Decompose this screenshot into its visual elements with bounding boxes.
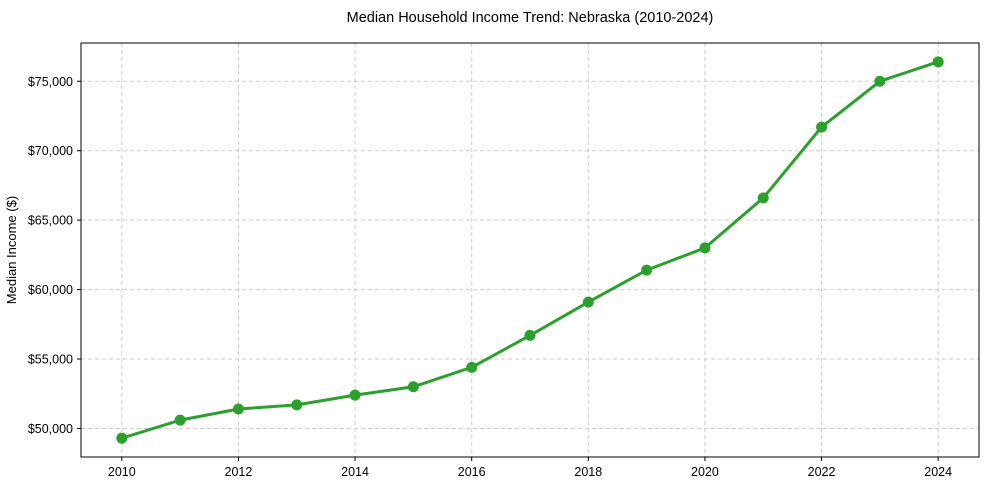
data-point-2015 — [407, 381, 419, 393]
y-tick-label-55000: $55,000 — [28, 353, 73, 367]
x-tick-label-2016: 2016 — [458, 465, 486, 479]
y-tick-label-75000: $75,000 — [28, 75, 73, 89]
data-point-2017 — [524, 329, 536, 341]
x-tick-label-2020: 2020 — [691, 465, 719, 479]
y-axis-label: Median Income ($) — [4, 196, 19, 304]
y-tick-label-65000: $65,000 — [28, 214, 73, 228]
x-tick-label-2012: 2012 — [225, 465, 253, 479]
data-point-2012 — [232, 403, 244, 415]
data-point-2018 — [582, 296, 594, 308]
data-point-2014 — [349, 389, 361, 401]
y-tick-label-70000: $70,000 — [28, 144, 73, 158]
data-point-2021 — [757, 192, 769, 204]
x-tick-label-2018: 2018 — [574, 465, 602, 479]
x-tick-label-2014: 2014 — [341, 465, 369, 479]
data-point-2019 — [641, 264, 653, 276]
y-tick-label-60000: $60,000 — [28, 283, 73, 297]
chart-title: Median Household Income Trend: Nebraska … — [347, 10, 714, 26]
plot-frame — [80, 42, 980, 458]
x-tick-label-2010: 2010 — [108, 465, 136, 479]
data-point-2023 — [874, 75, 886, 87]
data-point-2022 — [816, 121, 828, 133]
y-tick-label-50000: $50,000 — [28, 422, 73, 436]
data-series-layer — [116, 56, 944, 444]
income-trend-line — [120, 60, 940, 440]
grid-layer — [81, 43, 979, 457]
axes-layer: $50,000 $55,000 $60,000 $65,000 $70,000 $75,0… — [28, 42, 980, 479]
data-point-2010 — [116, 432, 128, 444]
data-point-2024 — [932, 56, 944, 68]
x-tick-label-2024: 2024 — [924, 465, 952, 479]
data-point-2020 — [699, 242, 711, 254]
data-point-2016 — [466, 361, 478, 373]
x-tick-label-2022: 2022 — [808, 465, 836, 479]
data-point-2013 — [291, 399, 303, 411]
data-point-2011 — [174, 414, 186, 426]
